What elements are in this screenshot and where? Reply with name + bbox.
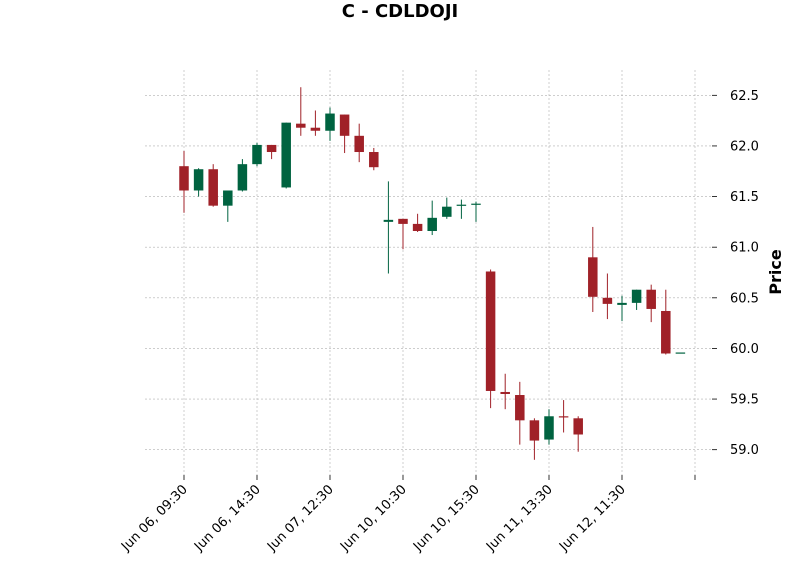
y-tick-label: 62.0 [730, 139, 759, 154]
candle [500, 373, 510, 410]
candle-body [588, 257, 598, 297]
candle-body [369, 152, 379, 168]
candle-body [223, 190, 233, 206]
candle [266, 144, 277, 160]
chart-title: C - CDLDOJI [342, 1, 458, 22]
candle [208, 164, 218, 207]
candle [558, 400, 569, 433]
candle [602, 273, 613, 320]
candle [631, 289, 642, 310]
candle [442, 197, 452, 219]
candle-body [427, 217, 437, 231]
candle-body [237, 164, 248, 191]
candle-body [544, 416, 554, 440]
candle [529, 418, 540, 460]
candle [427, 200, 437, 236]
candle [383, 181, 394, 274]
y-tick-label: 60.0 [730, 342, 759, 357]
candle [544, 409, 554, 445]
candle [485, 269, 496, 409]
y-tick-label: 59.0 [730, 443, 759, 458]
x-tick-label: Jun 10, 15:30 [410, 482, 483, 555]
candle [223, 190, 233, 222]
candle [471, 201, 481, 222]
candle [398, 218, 408, 250]
candle-body [675, 352, 686, 354]
candle-body [266, 144, 277, 153]
y-tick-label: 61.5 [730, 190, 759, 205]
x-tick-label: Jun 10, 10:30 [337, 482, 410, 555]
candle-body [442, 206, 452, 217]
candle-body [179, 166, 189, 191]
candle [456, 199, 467, 219]
candle [237, 159, 248, 192]
x-axis: Jun 06, 09:30 Jun 06, 14:30 Jun 07, 12:30 J… [118, 475, 696, 555]
candle-body [515, 395, 525, 421]
candle-body [412, 223, 423, 231]
grid [145, 70, 712, 475]
candle-body [558, 416, 569, 418]
candle [515, 381, 525, 445]
candle-body [500, 391, 510, 394]
candle [412, 213, 423, 232]
candle-body [471, 203, 481, 205]
x-tick-label: Jun 12, 11:30 [556, 482, 629, 555]
y-axis-label: Price [766, 249, 785, 295]
candle [588, 226, 598, 312]
x-tick-label: Jun 11, 13:30 [483, 482, 556, 555]
candle [310, 110, 321, 136]
candle-body [485, 271, 496, 391]
candle-body [193, 169, 204, 191]
candle [325, 107, 335, 141]
x-tick-label: Jun 07, 12:30 [264, 482, 337, 555]
candle [354, 123, 364, 163]
candle [646, 284, 656, 323]
candle-body [398, 218, 408, 224]
candle-body [631, 289, 642, 303]
y-tick-label: 62.5 [730, 89, 759, 104]
candle [573, 416, 583, 452]
candle-body [325, 113, 335, 131]
candle [296, 87, 306, 136]
candle [179, 151, 189, 213]
candle-body [646, 289, 656, 309]
candle [193, 168, 204, 197]
candle-body [456, 204, 467, 206]
x-tick-label: Jun 06, 09:30 [118, 482, 191, 555]
candle-body [281, 122, 291, 188]
y-tick-label: 59.5 [730, 393, 759, 408]
x-tick-label: Jun 06, 14:30 [191, 482, 264, 555]
candle [339, 114, 350, 154]
y-tick-label: 61.0 [730, 241, 759, 256]
candle [369, 147, 379, 171]
y-tick-label: 60.5 [730, 291, 759, 306]
candle-body [529, 420, 540, 441]
candle-body [208, 169, 218, 206]
candle-body [661, 310, 671, 354]
candle-body [339, 114, 350, 136]
candle-body [617, 302, 627, 305]
candle [675, 352, 686, 354]
candle-body [383, 219, 394, 222]
candle-body [252, 144, 262, 165]
candle [281, 122, 291, 189]
candle-body [354, 135, 364, 153]
candle-body [310, 127, 321, 131]
candle [617, 295, 627, 322]
candle [661, 289, 671, 355]
candle-body [296, 123, 306, 128]
candle-body [573, 418, 583, 435]
candle-body [602, 297, 613, 304]
candles [179, 87, 686, 460]
y-axis: 59.0 59.5 60.0 60.5 61.0 61.5 62.0 62.5 [712, 89, 759, 458]
candle [252, 142, 262, 167]
